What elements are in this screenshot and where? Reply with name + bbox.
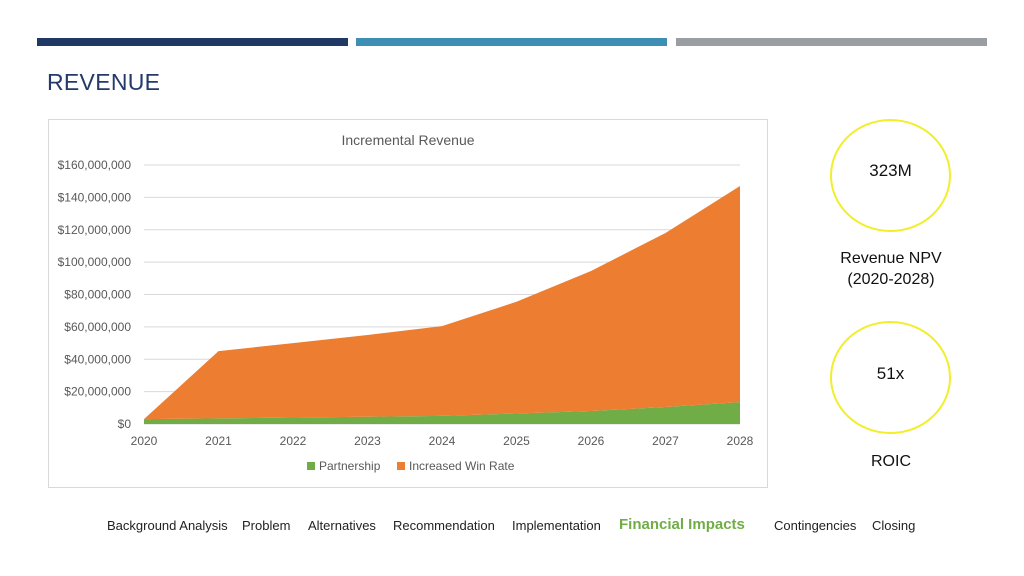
x-tick-label: 2022 xyxy=(280,434,307,448)
roic-circle: 51x xyxy=(830,321,951,434)
nav-alternatives[interactable]: Alternatives xyxy=(308,518,376,533)
roic-value: 51x xyxy=(876,363,905,383)
chart-title: Incremental Revenue xyxy=(341,132,474,148)
legend-label: Increased Win Rate xyxy=(409,459,515,473)
legend-label: Partnership xyxy=(319,459,381,473)
y-tick-label: $40,000,000 xyxy=(64,352,131,366)
nav-financial-impacts[interactable]: Financial Impacts xyxy=(619,516,745,533)
section-nav: Background Analysis Problem Alternatives… xyxy=(0,516,1024,538)
x-tick-label: 2024 xyxy=(429,434,456,448)
npv-value: 323M xyxy=(869,160,912,180)
npv-label-line1: Revenue NPV xyxy=(840,250,942,267)
x-tick-label: 2020 xyxy=(131,434,158,448)
y-tick-label: $120,000,000 xyxy=(58,223,132,237)
revenue-chart: Incremental Revenue $0 $20,000,000 $40,000… xyxy=(48,119,768,488)
nav-implementation[interactable]: Implementation xyxy=(512,518,601,533)
area-series-1 xyxy=(144,186,740,420)
y-axis-ticks: $0 $20,000,000 $40,000,000 $60,000,000 $80,0… xyxy=(58,158,132,431)
chart-areas xyxy=(144,186,740,424)
y-tick-label: $100,000,000 xyxy=(58,255,132,269)
nav-problem[interactable]: Problem xyxy=(242,518,291,533)
y-tick-label: $80,000,000 xyxy=(64,288,131,302)
y-tick-label: $20,000,000 xyxy=(64,385,131,399)
legend-swatch xyxy=(307,462,315,470)
x-tick-label: 2023 xyxy=(354,434,381,448)
area-series-0 xyxy=(144,402,740,424)
npv-label: Revenue NPV (2020-2028) xyxy=(826,248,956,290)
x-tick-label: 2021 xyxy=(205,434,232,448)
npv-label-line2: (2020-2028) xyxy=(847,271,935,288)
chart-svg: Incremental Revenue $0 $20,000,000 $40,000… xyxy=(58,132,754,473)
nav-closing[interactable]: Closing xyxy=(872,518,916,533)
x-tick-label: 2027 xyxy=(652,434,679,448)
accent-bar-gray xyxy=(676,38,987,46)
nav-background-analysis[interactable]: Background Analysis xyxy=(107,518,228,533)
x-tick-label: 2026 xyxy=(578,434,605,448)
y-tick-label: $140,000,000 xyxy=(58,190,132,204)
x-tick-label: 2025 xyxy=(503,434,530,448)
accent-bar-navy xyxy=(37,38,348,46)
accent-bar-blue xyxy=(356,38,667,46)
nav-recommendation[interactable]: Recommendation xyxy=(393,518,495,533)
roic-label: ROIC xyxy=(871,453,911,470)
page-title: REVENUE xyxy=(47,69,161,95)
x-axis-ticks: 2020 2021 2022 2023 2024 2025 2026 2027 2028 xyxy=(131,434,754,448)
legend-swatch xyxy=(397,462,405,470)
y-tick-label: $60,000,000 xyxy=(64,320,131,334)
chart-legend: Partnership Increased Win Rate xyxy=(307,459,515,473)
nav-contingencies[interactable]: Contingencies xyxy=(774,518,857,533)
npv-circle: 323M xyxy=(830,119,951,232)
x-tick-label: 2028 xyxy=(727,434,754,448)
y-tick-label: $0 xyxy=(118,417,132,431)
y-tick-label: $160,000,000 xyxy=(58,158,132,172)
